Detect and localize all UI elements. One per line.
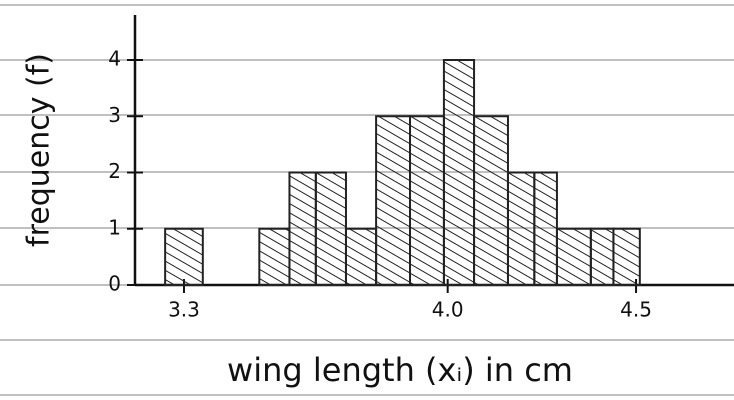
x-tick-label: 4.5	[620, 298, 652, 322]
bar	[316, 173, 346, 286]
x-axis-label: wing length (xᵢ) in cm	[227, 351, 573, 389]
y-tick-label: 2	[108, 159, 121, 183]
bar	[165, 229, 203, 285]
bar	[289, 173, 315, 286]
bar	[613, 229, 639, 285]
page: frequency (f) wing length (xᵢ) in cm 0 1 2…	[0, 0, 734, 400]
bar	[376, 116, 410, 285]
y-tick-label: 3	[108, 103, 121, 127]
y-tick-label: 0	[108, 272, 121, 296]
chart: frequency (f) wing length (xᵢ) in cm 0 1 2…	[0, 0, 734, 400]
bar	[557, 229, 591, 285]
bar	[444, 60, 474, 285]
x-tick-label: 4.0	[432, 298, 464, 322]
bar	[474, 116, 508, 285]
bar	[346, 229, 376, 285]
x-tick-label: 3.3	[168, 298, 200, 322]
y-tick-label: 1	[108, 215, 121, 239]
bar	[534, 173, 557, 286]
bar	[508, 173, 534, 286]
y-axis-label: frequency (f)	[22, 53, 57, 247]
bar	[410, 116, 444, 285]
bar	[591, 229, 614, 285]
bar	[259, 229, 289, 285]
y-tick-label: 4	[108, 47, 121, 71]
